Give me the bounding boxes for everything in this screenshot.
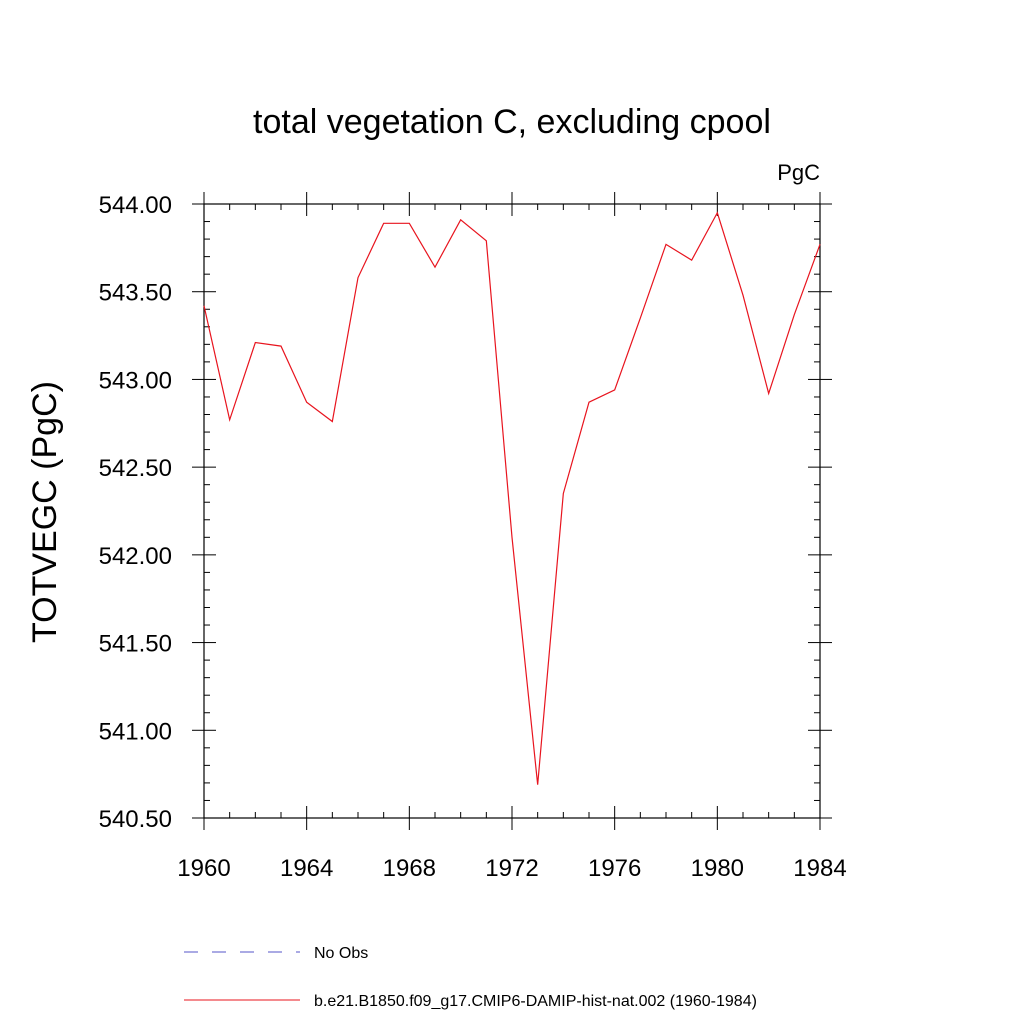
x-tick-label: 1980 — [691, 855, 744, 882]
x-tick-label: 1984 — [793, 855, 846, 882]
y-tick-label: 544.00 — [99, 192, 172, 219]
y-tick-label: 541.50 — [99, 631, 172, 658]
x-tick-label: 1972 — [485, 855, 538, 882]
y-tick-label: 541.00 — [99, 718, 172, 745]
x-tick-label: 1964 — [280, 855, 333, 882]
y-tick-label: 542.00 — [99, 543, 172, 570]
legend-label: No Obs — [314, 945, 368, 962]
x-tick-label: 1960 — [177, 855, 230, 882]
legend-label: b.e21.B1850.f09_g17.CMIP6-DAMIP-hist-nat… — [314, 993, 757, 1010]
y-axis-label: TOTVEGC (PgC) — [26, 381, 64, 643]
x-tick-label: 1976 — [588, 855, 641, 882]
series-line-0 — [203, 211, 821, 785]
y-tick-label: 542.50 — [99, 455, 172, 482]
chart-title: total vegetation C, excluding cpool — [253, 103, 771, 141]
y-tick-label: 543.50 — [99, 280, 172, 307]
units-label: PgC — [777, 160, 820, 185]
plot-frame — [203, 203, 821, 819]
y-tick-label: 543.00 — [99, 367, 172, 394]
x-tick-label: 1968 — [383, 855, 436, 882]
y-tick-label: 540.50 — [99, 806, 172, 833]
